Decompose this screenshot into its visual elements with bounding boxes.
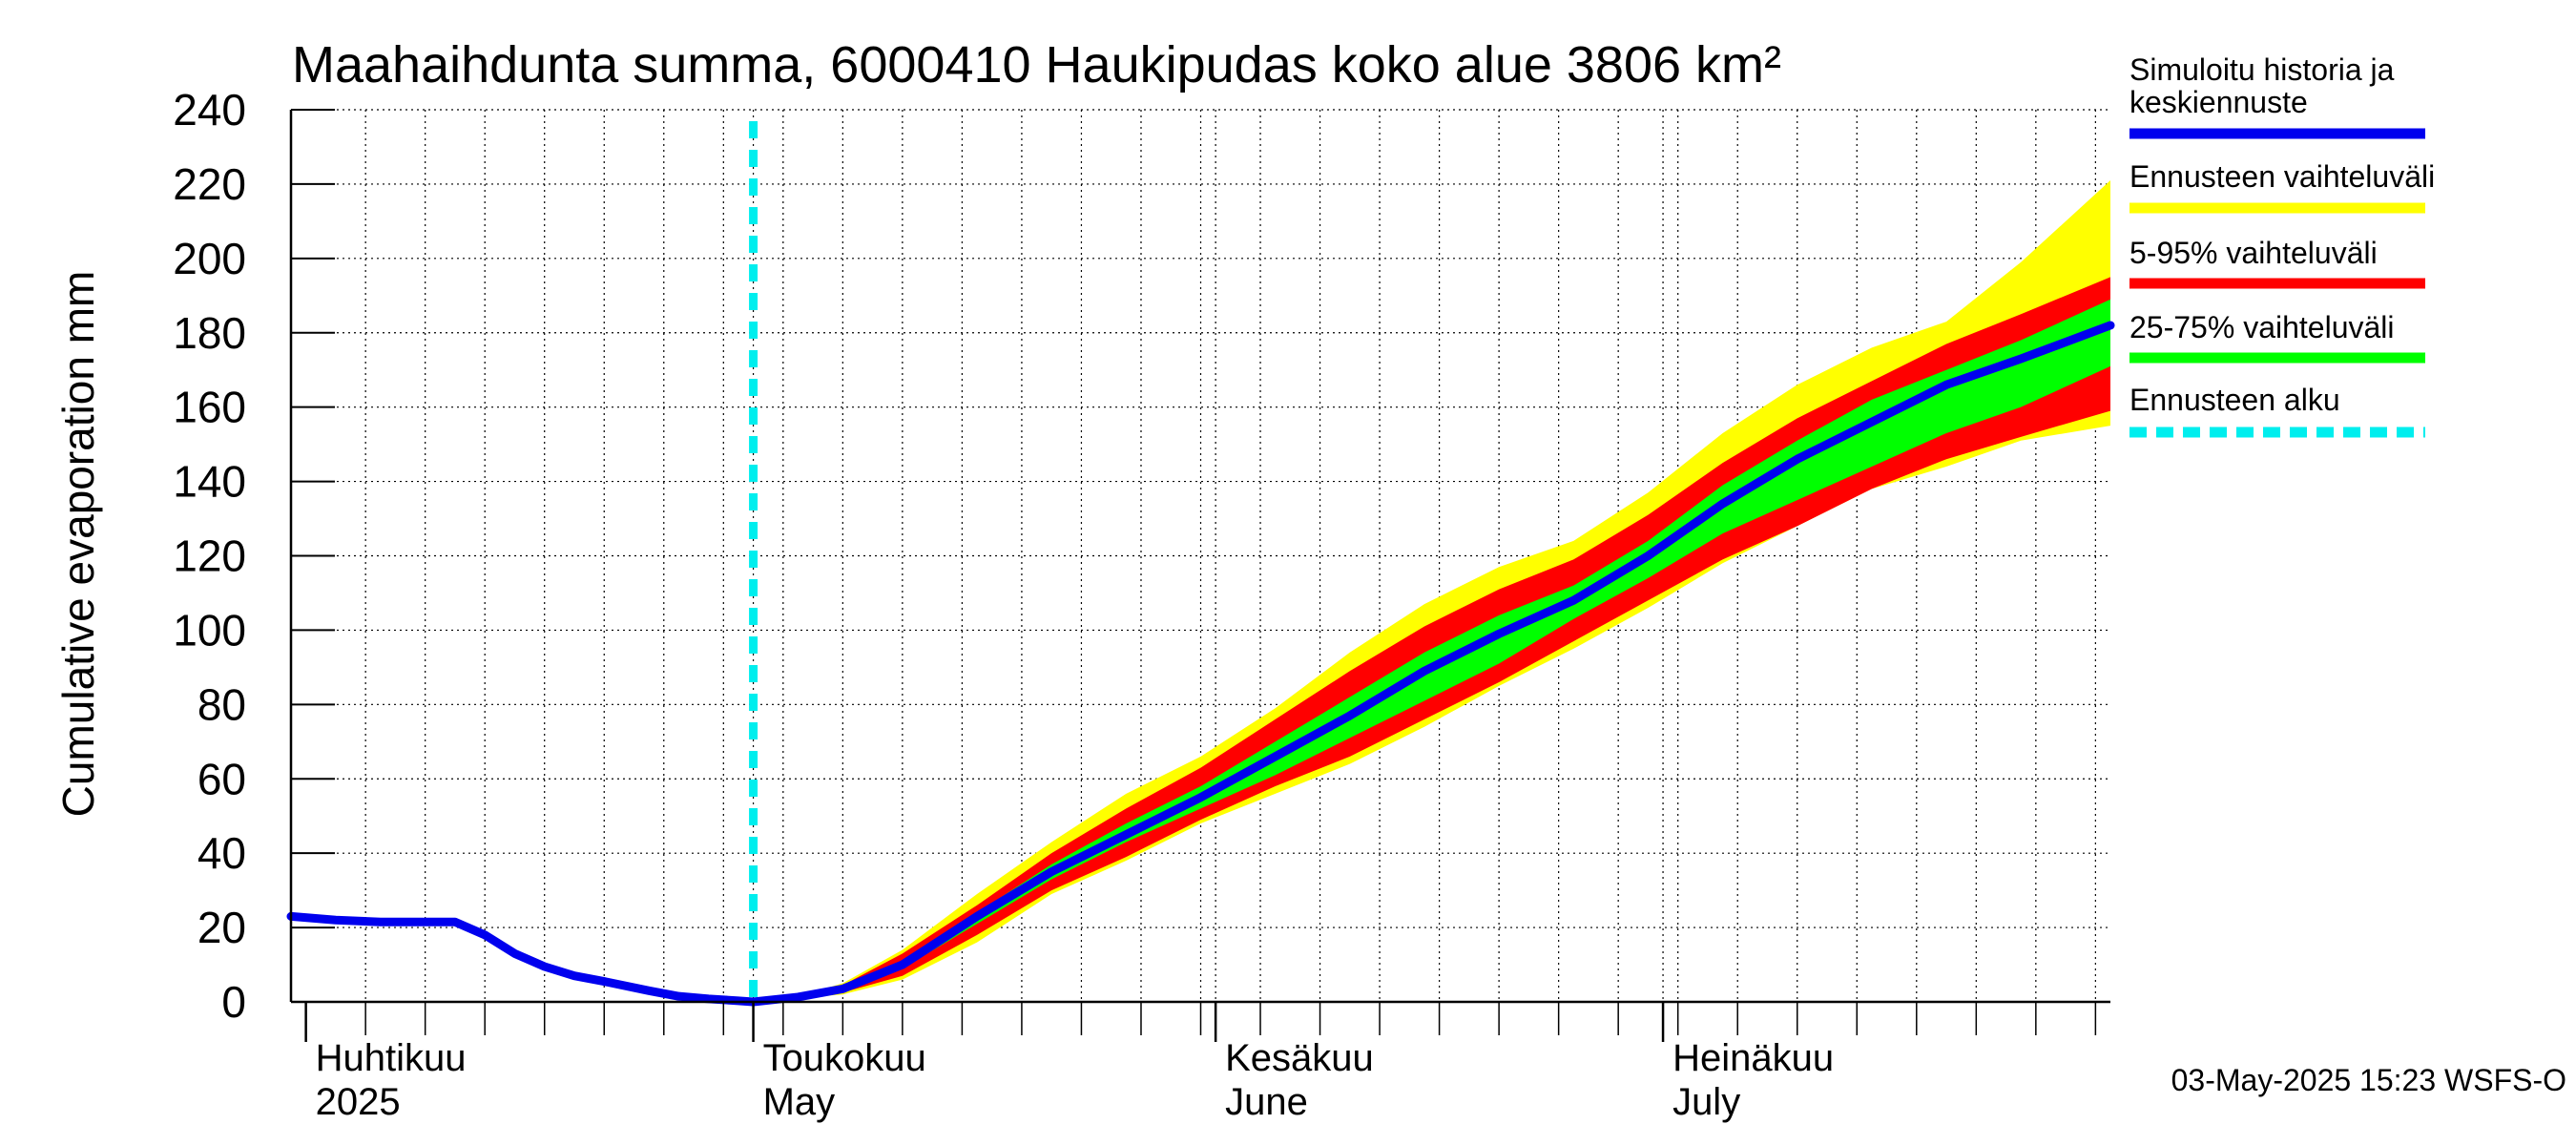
x-month-label: Heinäkuu [1672, 1037, 1834, 1079]
y-tick-label: 220 [173, 159, 246, 209]
y-tick-label: 240 [173, 85, 246, 135]
y-tick-label: 200 [173, 234, 246, 283]
legend-label: Ennusteen vaihteluväli [2129, 159, 2435, 194]
x-year-label: 2025 [316, 1081, 401, 1123]
median-series-line [286, 321, 2115, 1007]
x-year-label: July [1672, 1081, 1740, 1123]
y-tick-label: 160 [173, 383, 246, 432]
x-month-label: Toukokuu [763, 1037, 926, 1079]
chart-title: Maahaihdunta summa, 6000410 Haukipudas k… [292, 36, 1781, 94]
legend-label: Ennusteen alku [2129, 383, 2340, 417]
x-month-label: Huhtikuu [316, 1037, 467, 1079]
y-tick-label: 60 [197, 754, 246, 803]
axes: 0 20 40 60 80 100 120 140 160 180 200 220 240 Huhtiku… [173, 85, 2110, 1123]
y-tick-label: 0 [221, 977, 246, 1027]
y-tick-label: 20 [197, 903, 246, 952]
y-tick-label: 40 [197, 828, 246, 878]
x-year-label: May [763, 1081, 836, 1123]
legend-label: 25-75% vaihteluväli [2129, 310, 2395, 344]
series-lines [286, 121, 2115, 1007]
legend-label: Simuloitu historia ja [2129, 52, 2395, 87]
y-tick-label: 180 [173, 308, 246, 358]
y-tick-label: 120 [173, 531, 246, 581]
timestamp-footer: 03-May-2025 15:23 WSFS-O [2171, 1063, 2566, 1097]
x-month-label: Kesäkuu [1225, 1037, 1374, 1079]
y-tick-label: 100 [173, 605, 246, 655]
y-tick-label: 140 [173, 457, 246, 507]
legend-label: keskiennuste [2129, 85, 2308, 119]
x-year-label: June [1225, 1081, 1308, 1123]
y-tick-label: 80 [197, 679, 246, 729]
legend-label: 5-95% vaihteluväli [2129, 236, 2378, 270]
y-axis-label: Cumulative evaporation mm [53, 271, 103, 818]
